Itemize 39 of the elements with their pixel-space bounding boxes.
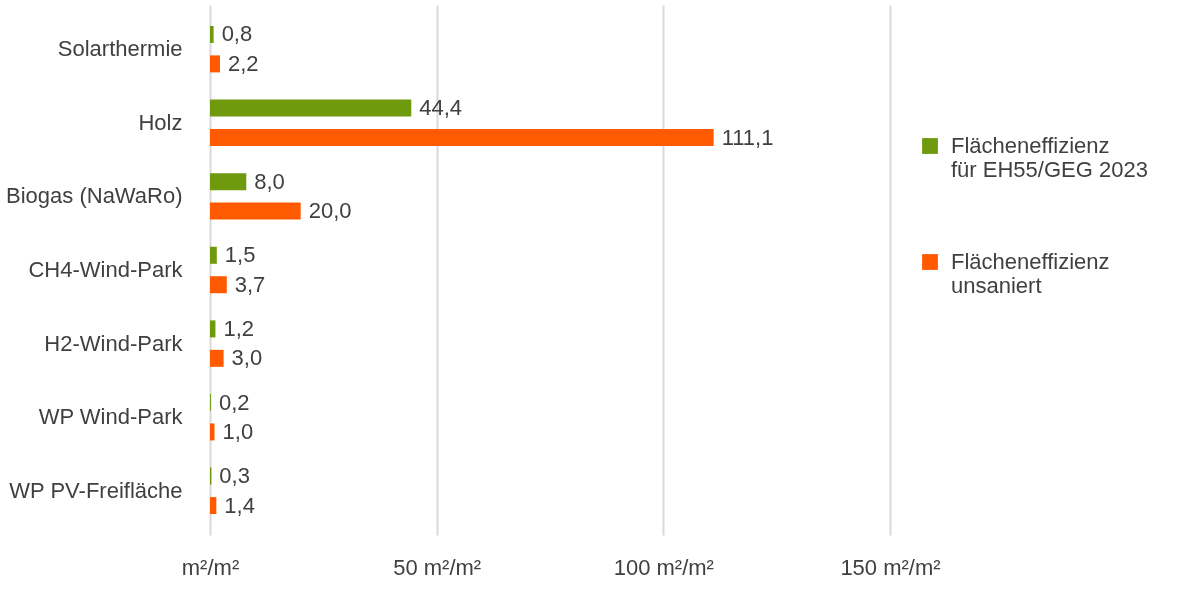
data-label: 0,3 [219,463,250,489]
data-label: 3,7 [234,271,266,297]
bar [210,320,216,338]
x-tick-label: 150 m²/m² [840,554,941,580]
y-tick-label: Holz [138,109,183,135]
data-label: 2,2 [227,50,259,76]
data-label: 8,0 [254,168,285,194]
data-label: 0,2 [218,389,250,415]
y-tick-label: H2-Wind-Park [44,330,184,356]
bar [210,173,247,191]
y-tick-label: WP PV-Freifläche [9,477,183,503]
y-tick-label: WP Wind-Park [38,404,184,430]
bar [210,497,217,515]
bar [210,423,215,441]
bar [210,202,301,220]
data-label: 20,0 [308,198,352,224]
x-tick-label: m²/m² [181,554,240,580]
bar [210,129,714,146]
data-label: 3,0 [231,345,263,371]
x-tick-label: 100 m²/m² [613,554,714,580]
data-label: 44,4 [419,95,463,121]
data-label: 1,2 [223,315,255,341]
x-tick-label: 50 m²/m² [393,554,482,580]
data-label: 111,1 [721,124,774,150]
legend-label: Flächeneffizienz für EH55/GEG 2023 [951,133,1148,182]
bar [210,246,217,264]
legend-label: Flächeneffizienz unsaniert [951,249,1110,298]
bar [210,55,220,73]
y-tick-label: Biogas (NaWaRo) [6,183,183,209]
data-label: 1,5 [224,242,256,268]
bar [210,99,412,117]
y-tick-label: CH4-Wind-Park [28,257,184,282]
bar [210,349,224,367]
data-label: 0,8 [221,21,253,47]
bar [210,25,214,43]
data-label: 1,0 [222,418,254,444]
bar [210,276,227,294]
y-tick-label: Solarthermie [57,36,183,62]
data-label: 1,4 [224,492,255,518]
